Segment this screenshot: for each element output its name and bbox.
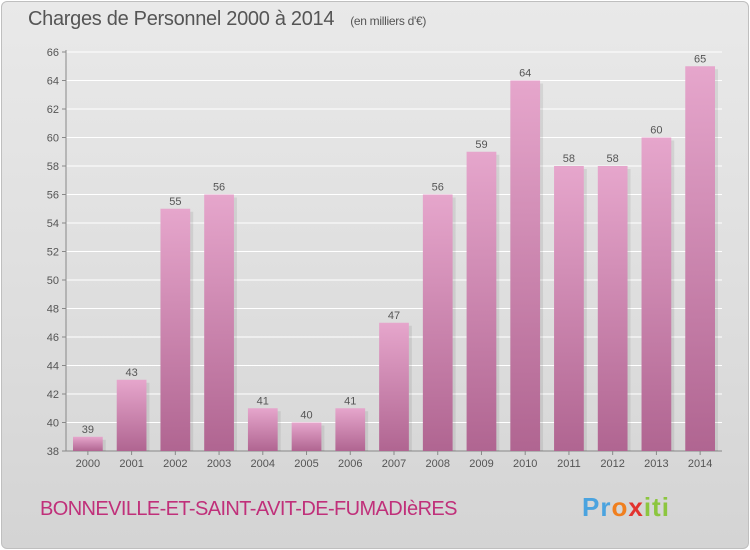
x-tick-label: 2006 (338, 458, 362, 470)
bar-value-label: 58 (563, 153, 575, 165)
bar-2003 (204, 194, 234, 451)
bar-2014 (685, 66, 716, 451)
bar-2012 (597, 166, 628, 451)
x-tick-label: 2012 (600, 458, 624, 470)
bar-value-label: 41 (257, 395, 269, 407)
bar-value-label: 55 (169, 196, 181, 208)
y-tick-label: 62 (47, 104, 59, 116)
bar-2007 (379, 322, 409, 451)
labels: 38 40 42 44 46 48 50 52 54 56 58 60 62 64 66 39 2000 43 20… (47, 47, 713, 470)
proxiti-logo[interactable]: Proxiti (582, 492, 670, 522)
bar-value-label: 41 (344, 395, 356, 407)
bar-value-label: 65 (694, 53, 706, 65)
x-tick-label: 2003 (207, 458, 231, 470)
bar-2013 (641, 137, 672, 451)
y-tick-label: 42 (47, 389, 59, 401)
x-tick-label: 2011 (557, 458, 581, 470)
bar-2000 (72, 436, 103, 451)
x-tick-label: 2007 (382, 458, 406, 470)
bar-2009 (466, 151, 497, 451)
x-tick-label: 2001 (119, 458, 143, 470)
y-tick-label: 52 (47, 247, 59, 259)
x-tick-label: 2008 (425, 458, 449, 470)
y-tick-label: 48 (47, 304, 59, 316)
x-tick-label: 2010 (513, 458, 537, 470)
bar-2004 (247, 408, 278, 451)
x-tick-label: 2004 (251, 458, 275, 470)
y-tick-label: 60 (47, 133, 59, 145)
bar-2011 (554, 166, 584, 451)
bar-2010 (510, 80, 541, 451)
y-tick-label: 56 (47, 190, 59, 202)
bar-value-label: 40 (300, 410, 312, 422)
y-tick-label: 64 (47, 76, 59, 88)
y-tick-label: 54 (47, 218, 59, 230)
bar-value-label: 60 (650, 125, 662, 137)
bar-value-label: 59 (475, 139, 487, 151)
bar-2006 (335, 408, 366, 451)
bar-value-label: 56 (213, 182, 225, 194)
bar-2001 (116, 379, 147, 451)
bars (72, 66, 719, 451)
chart-unit: (en milliers d'€) (350, 14, 427, 28)
y-tick-label: 46 (47, 332, 59, 344)
x-tick-label: 2013 (644, 458, 668, 470)
commune-name: BONNEVILLE-ET-SAINT-AVIT-DE-FUMADIèRES (40, 498, 458, 520)
bar-value-label: 43 (125, 367, 137, 379)
bar-value-label: 39 (82, 424, 94, 436)
x-tick-label: 2005 (294, 458, 318, 470)
y-tick-label: 40 (47, 418, 59, 430)
bar-2002 (160, 208, 191, 451)
bar-value-label: 64 (519, 68, 531, 80)
bar-value-label: 56 (432, 182, 444, 194)
x-tick-label: 2000 (76, 458, 100, 470)
x-tick-label: 2002 (163, 458, 187, 470)
bar-2008 (422, 194, 453, 451)
x-tick-label: 2009 (469, 458, 493, 470)
bar-2005 (291, 422, 322, 451)
y-tick-label: 44 (47, 361, 59, 373)
y-tick-label: 50 (47, 275, 59, 287)
x-tick-label: 2014 (688, 458, 712, 470)
bar-value-label: 58 (607, 153, 619, 165)
y-tick-label: 38 (47, 446, 59, 458)
y-tick-label: 66 (47, 47, 59, 59)
chart-title: Charges de Personnel 2000 à 2014 (en mill… (28, 8, 426, 31)
chart-title-text: Charges de Personnel 2000 à 2014 (28, 8, 335, 30)
bar-value-label: 47 (388, 310, 400, 322)
y-tick-label: 58 (47, 161, 59, 173)
